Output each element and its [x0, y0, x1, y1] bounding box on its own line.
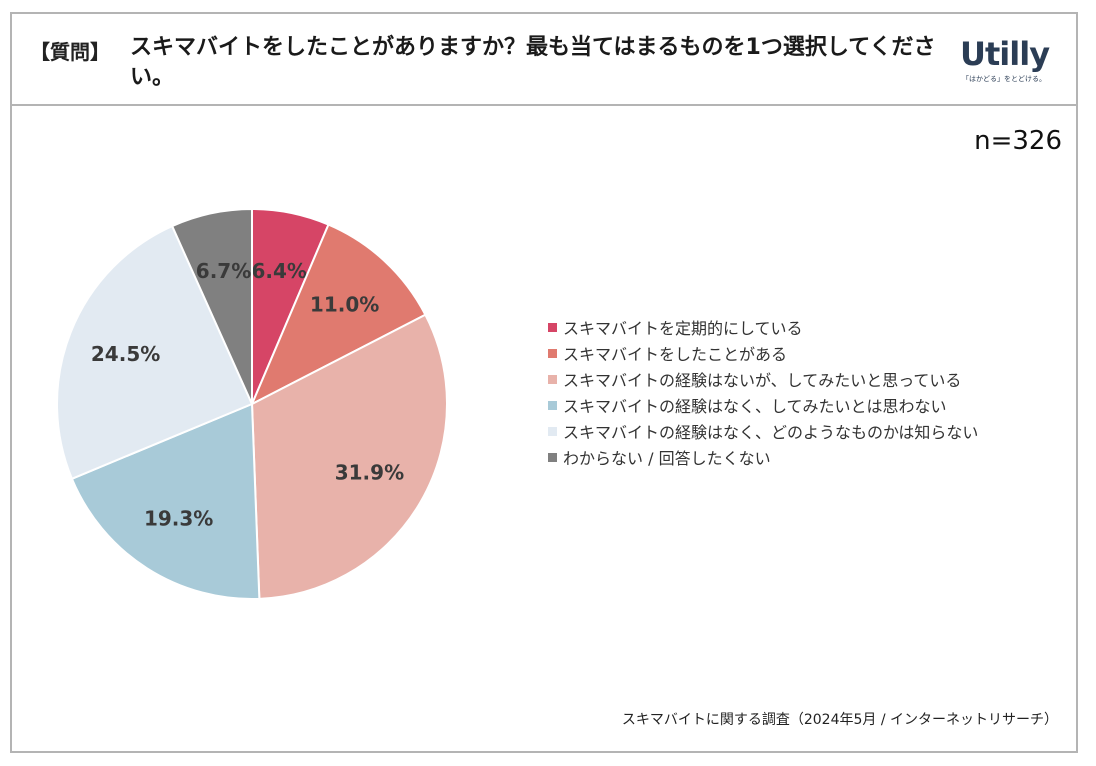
pie-slice-5	[56, 224, 254, 481]
pie-slice-2	[249, 223, 427, 407]
legend-label: わからない / 回答したくない	[563, 449, 771, 468]
legend-item-3: スキマバイトの経験はないが、してみたいと思っている	[548, 366, 978, 392]
pie-data-label-2: 11.0%	[310, 292, 379, 316]
question-header: 【質問】 スキマバイトをしたことがありますか？最も当てはまるものを1つ選択してく…	[12, 14, 1076, 106]
legend-label: スキマバイトの経験はなく、してみたいとは思わない	[563, 397, 947, 416]
legend-label: スキマバイトを定期的にしている	[563, 319, 803, 338]
legend-swatch	[548, 426, 557, 436]
source-note: スキマバイトに関する調査（2024年5月 / インターネットリサーチ）	[621, 712, 1058, 728]
legend-label: スキマバイトの経験はなく、どのようなものかは知らない	[563, 423, 979, 442]
logo-wordmark: Utilly	[960, 35, 1050, 73]
legend-item-4: スキマバイトの経験はなく、してみたいとは思わない	[548, 392, 978, 418]
logo-tagline: 「はかどる」をとどける。	[962, 75, 1046, 83]
pie-slice-3	[250, 313, 448, 600]
legend-swatch	[548, 348, 557, 358]
pie-data-label-5: 24.5%	[91, 342, 160, 366]
question-text: スキマバイトをしたことがありますか？最も当てはまるものを1つ選択してください。	[130, 35, 936, 90]
pie-data-label-6: 6.7%	[196, 259, 251, 283]
utilly-logo: Utilly 「はかどる」をとどける。	[960, 36, 1056, 86]
question-tag: 【質問】	[30, 40, 110, 64]
legend-label: スキマバイトの経験はないが、してみたいと思っている	[563, 371, 962, 390]
legend-item-5: スキマバイトの経験はなく、どのようなものかは知らない	[548, 418, 978, 444]
legend-item-6: わからない / 回答したくない	[548, 444, 978, 470]
chart-legend: スキマバイトを定期的にしている スキマバイトをしたことがあるスキマバイトの経験はな…	[548, 314, 978, 470]
pie-data-label-3: 31.9%	[335, 461, 404, 485]
legend-label: スキマバイトをしたことがある	[563, 345, 788, 364]
legend-swatch	[548, 452, 557, 462]
legend-item-2: スキマバイトをしたことがある	[548, 340, 978, 366]
legend-swatch	[548, 322, 557, 332]
pie-data-label-4: 19.3%	[144, 507, 213, 531]
sample-size: n=326	[974, 126, 1062, 156]
legend-item-1: スキマバイトを定期的にしている	[548, 314, 978, 340]
pie-slice-6	[170, 207, 253, 405]
chart-frame: 【質問】 スキマバイトをしたことがありますか？最も当てはまるものを1つ選択してく…	[10, 12, 1078, 753]
pie-data-label-1: 6.4%	[251, 259, 306, 283]
pie-slice-4	[70, 402, 261, 600]
legend-swatch	[548, 400, 557, 410]
legend-swatch	[548, 374, 557, 384]
